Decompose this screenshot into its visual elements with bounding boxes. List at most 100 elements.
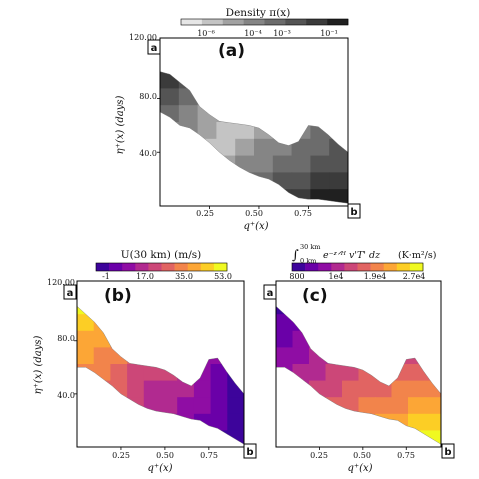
heatmap-cell [292, 38, 311, 55]
heatmap-cell [254, 155, 274, 173]
panel-c-colorbar-tick-label: 800 [289, 272, 304, 281]
heatmap-cell [160, 189, 180, 204]
colorbar-swatch [181, 19, 203, 25]
panel-c-colorbar [291, 262, 424, 272]
heatmap-cell [309, 380, 327, 398]
heatmap-cell [193, 306, 212, 315]
colorbar-swatch [331, 263, 345, 271]
colorbar-swatch [318, 263, 332, 271]
heatmap-cell [309, 347, 327, 365]
heatmap-cell [342, 413, 360, 431]
heatmap-cell [177, 380, 195, 398]
heatmap-cell [310, 138, 330, 157]
colorbar-swatch [200, 263, 215, 271]
panel-b-y-ticks: 120.00 80.0 40.0 [47, 278, 75, 400]
heatmap-cell [110, 413, 128, 431]
heatmap-cell [276, 314, 294, 332]
colorbar-outline [180, 18, 349, 26]
heatmap-cell [291, 155, 311, 173]
panel-a-colorbar [180, 18, 349, 26]
heatmap-cell [375, 380, 393, 398]
panel-c-colorbar-title-integral: ∫ [292, 248, 299, 263]
heatmap-cell [291, 189, 311, 204]
panel-b-colorbar-tick-label: 53.0 [214, 272, 232, 281]
heatmap-cell [216, 122, 236, 140]
heatmap-cell [143, 413, 162, 431]
heatmap-cell [375, 397, 393, 415]
heatmap-cell [77, 380, 95, 398]
heatmap-cell [143, 380, 162, 398]
heatmap-cell [375, 347, 393, 365]
heatmap-cell [342, 347, 360, 365]
heatmap-cell [342, 364, 360, 382]
panel-a-colorbar-tick-label: 10⁻¹ [320, 29, 338, 38]
heatmap-cell [227, 397, 244, 415]
panel-b-x-ticks: 0.25 0.50 0.75 [112, 451, 218, 460]
heatmap-cell [408, 314, 426, 332]
panel-c-colorbar-title-lower-limit: 0 km [300, 257, 316, 265]
panel-a-x-axis-label: q⁺(x) [243, 221, 268, 232]
heatmap-cell [127, 380, 145, 398]
heatmap-cell [342, 380, 360, 398]
heatmap-cell [272, 138, 293, 157]
colorbar-swatch [305, 263, 319, 271]
heatmap-cell [77, 347, 95, 365]
heatmap-cell [291, 71, 311, 89]
heatmap-cell [197, 155, 217, 173]
panel-b-corner-a-box [63, 284, 77, 300]
colorbar-swatch [344, 263, 358, 271]
heatmap-cell [329, 122, 348, 140]
heatmap-cell [210, 330, 228, 348]
heatmap-cell [358, 413, 376, 431]
heatmap-cell [309, 397, 327, 415]
heatmap-cell [424, 314, 441, 332]
heatmap-cell [160, 122, 180, 140]
heatmap-cell [197, 189, 217, 204]
heatmap-cell [254, 71, 274, 89]
heatmap-cell [178, 71, 199, 89]
panel-c-frame [275, 280, 442, 448]
heatmap-cell [292, 430, 310, 445]
heatmap-cell [276, 430, 294, 445]
heatmap-cell [272, 122, 293, 140]
heatmap-cell [375, 364, 393, 382]
colorbar-swatch [222, 19, 244, 25]
heatmap-cell [177, 347, 195, 365]
heatmap-cell [391, 413, 409, 431]
heatmap-cell [197, 71, 217, 89]
heatmap-cells [77, 306, 244, 445]
heatmap-cell [254, 138, 274, 157]
panel-a-x-ticks: 0.25 0.50 0.75 [196, 209, 312, 218]
heatmap-cells [276, 281, 441, 445]
heatmap-cell [235, 88, 255, 106]
panel-c-colorbar-title-upper-limit: 30 km [300, 243, 320, 251]
panel-a-colorbar-title: Density π(x) [226, 7, 291, 19]
heatmap-cell [193, 430, 212, 445]
colorbar-swatch [396, 263, 411, 271]
panel-a-plot-area [157, 38, 349, 209]
heatmap-cell [329, 155, 348, 173]
heatmap-cell [325, 306, 343, 315]
heatmap-cell [198, 38, 217, 55]
heatmap-cell [358, 397, 376, 415]
heatmap-cell [375, 330, 393, 348]
heatmap-cell [375, 306, 393, 315]
panel-b-corner-a: a [67, 288, 74, 299]
colorbar-swatch [306, 19, 328, 25]
panel-b-colorbar-ticks: -1 17.0 35.0 53.0 [102, 272, 232, 281]
heatmap-cell [276, 347, 294, 365]
heatmap-cell [358, 330, 376, 348]
heatmap-cell [329, 172, 348, 190]
heatmap-cell [254, 105, 274, 123]
heatmap-cell [227, 347, 244, 365]
heatmap-cell [177, 330, 195, 348]
heatmap-cell [408, 364, 426, 382]
heatmap-cell [276, 380, 294, 398]
heatmap-cell [342, 330, 360, 348]
heatmap-cell [254, 189, 274, 204]
heatmap-cell [210, 314, 228, 332]
panel-b-frame [76, 280, 245, 448]
heatmap-cell [391, 330, 409, 348]
heatmap-cell [359, 281, 376, 298]
heatmap-cell [310, 105, 330, 123]
